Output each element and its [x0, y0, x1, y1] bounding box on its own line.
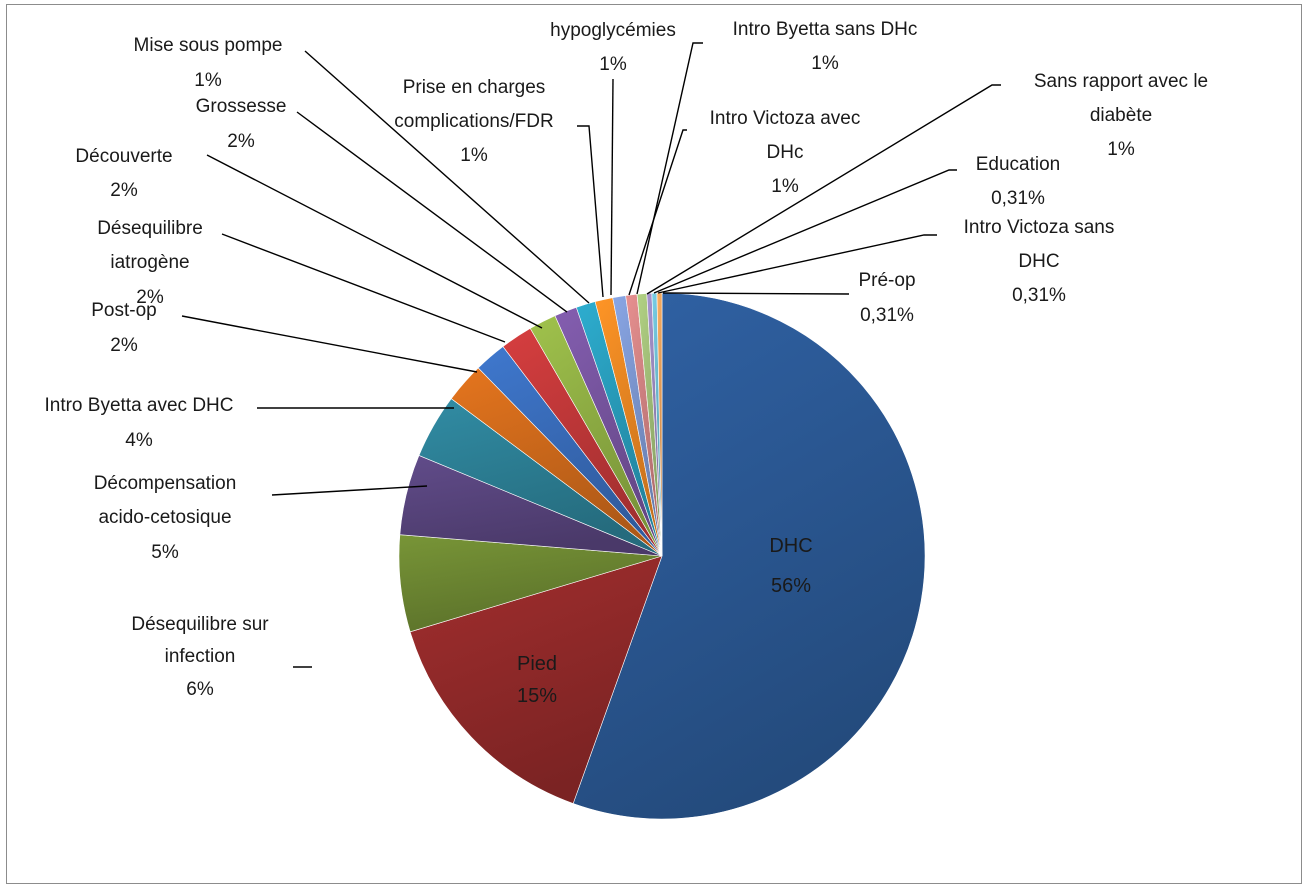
slice-percent-label: 1%	[811, 53, 839, 74]
leader-line	[636, 42, 703, 295]
slice-category-label: Mise sous pompe	[134, 35, 283, 56]
slice-category-label: DHC	[769, 535, 812, 557]
slice-category-label: DHC	[1018, 251, 1059, 272]
leader-line	[304, 50, 590, 304]
slice-percent-label: 0,31%	[860, 305, 914, 326]
slice-category-label: hypoglycémies	[550, 20, 676, 41]
slice-percent-label: 6%	[186, 679, 214, 700]
slice-category-label: Intro Victoza avec	[710, 108, 861, 129]
slice-percent-label: 1%	[460, 145, 488, 166]
leader-line	[653, 169, 957, 294]
leader-line	[221, 233, 506, 343]
leader-line	[657, 234, 937, 294]
slice-percent-label: 1%	[599, 54, 627, 75]
leader-line	[181, 315, 478, 373]
slice-category-label: DHc	[767, 142, 804, 163]
slice-category-label: Désequilibre	[97, 218, 203, 239]
slice-percent-label: 2%	[136, 287, 164, 308]
slice-percent-label: 0,31%	[991, 188, 1045, 209]
slice-category-label: Education	[976, 154, 1061, 175]
leader-line	[296, 111, 568, 313]
leader-line	[271, 485, 428, 496]
slice-category-label: Pied	[517, 653, 557, 675]
slice-percent-label: 15%	[517, 685, 557, 707]
slice-category-label: infection	[165, 646, 236, 667]
leader-line	[610, 78, 614, 296]
slice-category-label: Grossesse	[196, 96, 287, 117]
slice-category-label: complications/FDR	[394, 111, 553, 132]
slice-percent-label: 56%	[771, 575, 811, 597]
slice-percent-label: 1%	[1107, 139, 1135, 160]
slice-percent-label: 4%	[125, 430, 153, 451]
leader-line	[646, 84, 1001, 295]
slice-category-label: Décompensation	[94, 473, 237, 494]
leader-line	[206, 154, 543, 329]
slice-category-label: Découverte	[75, 146, 172, 167]
slice-category-label: iatrogène	[110, 252, 189, 273]
pie-slice	[409, 555, 663, 804]
slice-percent-label: 1%	[771, 176, 799, 197]
slice-category-label: Intro Byetta avec DHC	[44, 395, 233, 416]
slice-percent-label: 2%	[227, 131, 255, 152]
slice-percent-label: 1%	[194, 70, 222, 91]
slice-category-label: Prise en charges	[403, 77, 546, 98]
leader-line	[628, 129, 687, 296]
chart-frame: DHC 56% Pied 15% Désequilibre sur infection 6%…	[6, 4, 1302, 884]
leader-line	[577, 125, 604, 298]
slice-category-label: Post-op	[91, 300, 156, 321]
slice-percent-label: 2%	[110, 180, 138, 201]
slice-category-label: diabète	[1090, 105, 1152, 126]
slice-category-label: Désequilibre sur	[131, 614, 269, 635]
slice-percent-label: 0,31%	[1012, 285, 1066, 306]
slice-category-label: Intro Byetta sans DHc	[733, 19, 918, 40]
leader-line	[662, 292, 850, 295]
slice-category-label: Sans rapport avec le	[1034, 71, 1208, 92]
pie-chart: DHC 56% Pied 15% Désequilibre sur infection 6%…	[44, 19, 1208, 820]
slice-category-label: Intro Victoza sans	[964, 217, 1115, 238]
slice-percent-label: 2%	[110, 335, 138, 356]
slice-category-label: acido-cetosique	[98, 507, 231, 528]
slice-percent-label: 5%	[151, 542, 179, 563]
pie-slice	[572, 292, 926, 820]
slice-category-label: Pré-op	[858, 270, 915, 291]
